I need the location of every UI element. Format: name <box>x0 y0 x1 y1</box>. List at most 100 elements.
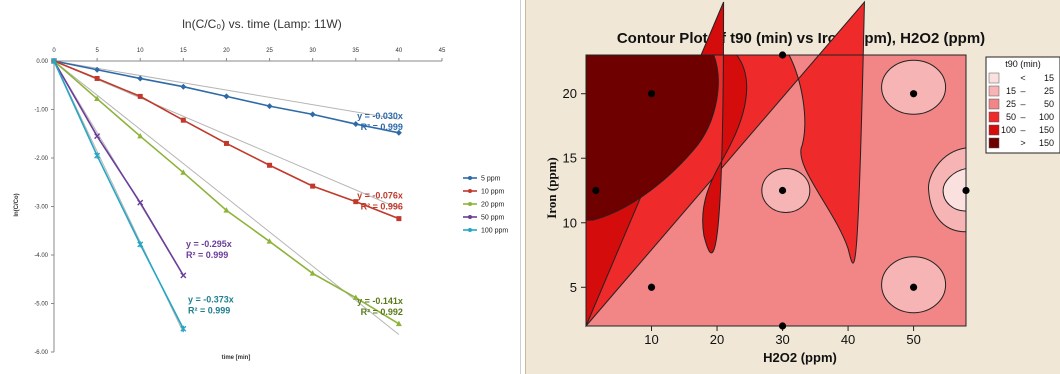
data-point <box>223 140 229 146</box>
legend-marker <box>468 228 472 232</box>
x-tick-label: 40 <box>841 332 855 347</box>
x-tick-label: 45 <box>439 48 446 54</box>
data-point <box>51 58 57 64</box>
y-tick-label: 15 <box>563 151 577 166</box>
data-point <box>267 162 273 168</box>
kinetics-y-axis-label: ln(C/Co) <box>14 193 20 216</box>
legend-swatch <box>988 124 1000 136</box>
equation-label: y = -0.076x <box>357 191 403 201</box>
x-tick-label: 10 <box>137 48 144 54</box>
data-point <box>137 75 144 82</box>
data-point <box>137 132 144 139</box>
data-point <box>223 207 230 213</box>
x-tick-label: 30 <box>775 332 789 347</box>
x-tick-label: 25 <box>266 48 273 54</box>
y-tick-label: -5.00 <box>34 302 48 308</box>
data-point <box>94 133 101 140</box>
legend-swatch <box>988 111 1000 123</box>
data-point <box>353 199 359 205</box>
x-tick-label: 40 <box>396 48 403 54</box>
y-tick-label: -2.00 <box>34 156 48 162</box>
data-point <box>137 199 144 206</box>
design-point <box>909 283 918 291</box>
legend-low: 15 <box>1006 86 1016 96</box>
contour-island-15-25 <box>881 59 947 115</box>
design-point <box>778 186 787 195</box>
legend-marker <box>468 215 472 219</box>
legend-low: 100 <box>1001 125 1016 135</box>
data-point <box>180 325 187 332</box>
legend-label: 10 ppm <box>481 189 505 196</box>
contour-y-axis-label: Iron (ppm) <box>544 157 559 219</box>
x-tick-label: 20 <box>710 332 724 347</box>
legend-sep: – <box>1020 99 1025 109</box>
data-point <box>180 169 187 175</box>
data-point <box>94 75 100 81</box>
data-point <box>94 152 101 159</box>
contour-legend-title: t90 (min) <box>1005 59 1041 69</box>
design-point <box>778 322 787 330</box>
r2-label: R² = 0.996 <box>361 202 403 212</box>
series-line <box>53 60 400 325</box>
data-point <box>309 111 316 118</box>
contour-chart-title: Contour Plot of t90 (min) vs Iron (ppm),… <box>617 30 985 47</box>
data-point <box>395 320 402 327</box>
series-line <box>53 60 185 330</box>
y-tick-label: 10 <box>563 215 577 230</box>
legend-sep: > <box>1020 138 1025 148</box>
data-point <box>266 238 273 244</box>
legend-low: 25 <box>1006 99 1016 109</box>
data-point <box>223 93 230 100</box>
legend-swatch <box>988 72 1000 84</box>
equation-label: y = -0.141x <box>357 296 403 306</box>
r2-label: R² = 0.992 <box>361 307 403 317</box>
x-tick-label: 30 <box>309 48 316 54</box>
legend-high: 150 <box>1039 138 1054 148</box>
y-tick-label: 0.00 <box>36 59 48 65</box>
contour-island-lt-15 <box>942 167 967 212</box>
y-tick-label: -3.00 <box>34 205 48 211</box>
data-point <box>94 95 101 102</box>
contour-chart: Contour Plot of t90 (min) vs Iron (ppm),… <box>544 0 1060 365</box>
y-tick-label: -1.00 <box>34 108 48 114</box>
data-point <box>266 103 273 110</box>
x-tick-label: 20 <box>223 48 230 54</box>
equation-label: y = -0.030x <box>357 111 403 121</box>
legend-sep: < <box>1020 73 1025 83</box>
data-point <box>137 93 143 99</box>
legend-label: 5 ppm <box>481 176 501 183</box>
data-point <box>180 117 186 123</box>
legend-swatch <box>988 98 1000 110</box>
design-point <box>962 186 970 195</box>
r2-label: R² = 0.999 <box>361 122 403 132</box>
equation-label: y = -0.373x <box>188 295 234 305</box>
legend-high: 50 <box>1044 99 1054 109</box>
data-point <box>352 294 359 300</box>
contour-x-axis-label: H2O2 (ppm) <box>763 350 837 365</box>
y-tick-label: 20 <box>563 86 577 101</box>
r2-label: R² = 0.999 <box>188 306 230 316</box>
legend-low: 50 <box>1006 112 1016 122</box>
series-line <box>53 60 400 220</box>
kinetics-x-axis-label: time [min] <box>222 355 251 361</box>
contour-region-gt-150 <box>585 54 719 221</box>
contour-chart-panel: Contour Plot of t90 (min) vs Iron (ppm),… <box>525 0 1060 374</box>
kinetics-chart-panel: ln(C/C₀) vs. time (Lamp: 11W) 0 5 10 15 20 25… <box>0 0 521 374</box>
x-tick-label: 35 <box>352 48 359 54</box>
design-point <box>647 90 656 98</box>
legend-high: 150 <box>1039 125 1054 135</box>
series-line <box>53 60 185 276</box>
design-point <box>592 186 600 195</box>
legend-high: 25 <box>1044 86 1054 96</box>
data-point <box>352 121 359 128</box>
legend-label: 50 ppm <box>481 215 505 222</box>
legend-marker <box>468 202 472 206</box>
equation-label: y = -0.295x <box>186 239 232 249</box>
kinetics-chart: ln(C/C₀) vs. time (Lamp: 11W) 0 5 10 15 20 25… <box>14 17 508 361</box>
design-point <box>647 283 656 291</box>
kinetics-chart-title: ln(C/C₀) vs. time (Lamp: 11W) <box>182 17 341 31</box>
legend-label: 100 ppm <box>481 228 508 235</box>
data-point <box>94 66 101 73</box>
y-tick-label: -6.00 <box>34 350 48 356</box>
legend-swatch <box>988 137 1000 149</box>
